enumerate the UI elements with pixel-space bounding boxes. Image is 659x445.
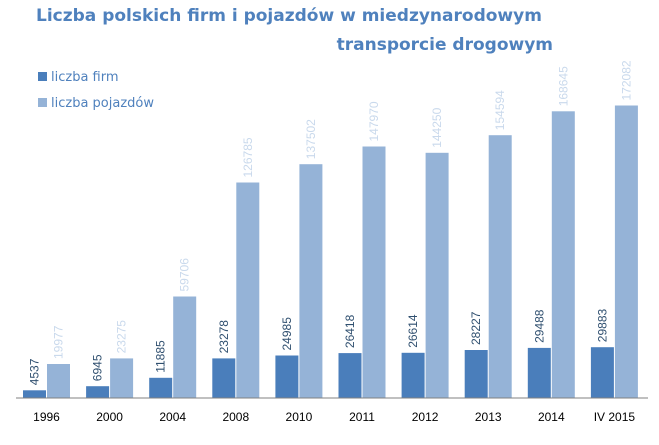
bar-pojazdy-9 <box>614 105 638 398</box>
legend-swatch-pojazdy <box>38 98 47 107</box>
data-label-pojazdy-7: 154594 <box>493 90 507 130</box>
bar-firmy-7 <box>464 350 488 398</box>
chart-title-line-2: transporcie drogowym <box>336 35 553 55</box>
bar-pojazdy-7 <box>488 135 512 398</box>
bar-pojazdy-2 <box>173 296 197 398</box>
x-tick-label-7: 2013 <box>475 410 502 424</box>
x-tick-label-2: 2004 <box>159 410 186 424</box>
data-label-pojazdy-3: 126785 <box>241 137 255 177</box>
x-tick-label-6: 2012 <box>412 410 439 424</box>
bar-firmy-5 <box>338 353 362 398</box>
bar-firmy-9 <box>590 347 614 398</box>
bar-firmy-8 <box>527 347 551 398</box>
x-tick-label-4: 2010 <box>286 410 313 424</box>
bar-pojazdy-5 <box>362 146 386 398</box>
data-label-firmy-3: 23278 <box>217 320 231 354</box>
x-tick-label-5: 2011 <box>349 410 375 424</box>
legend-label-firmy: liczba firm <box>51 70 119 85</box>
data-label-pojazdy-1: 23275 <box>115 320 129 354</box>
data-label-pojazdy-2: 59706 <box>178 258 192 292</box>
x-tick-label-1: 2000 <box>96 410 123 424</box>
bar-firmy-0 <box>23 390 46 398</box>
data-label-firmy-9: 29883 <box>595 309 609 343</box>
bar-pojazdy-6 <box>425 152 449 398</box>
bar-firmy-4 <box>275 355 299 398</box>
bar-pojazdy-1 <box>110 358 134 398</box>
data-label-firmy-5: 26418 <box>343 314 357 348</box>
x-tick-label-9: IV 2015 <box>594 410 636 424</box>
legend-item-firmy: liczba firm <box>38 70 119 85</box>
legend-item-pojazdy: liczba pojazdów <box>38 96 154 111</box>
bar-firmy-2 <box>149 377 173 398</box>
data-label-firmy-2: 11885 <box>154 340 168 373</box>
bar-firmy-6 <box>401 352 425 398</box>
data-label-pojazdy-8: 168645 <box>556 66 570 106</box>
data-label-firmy-6: 26614 <box>406 314 420 348</box>
x-tick-label-3: 2008 <box>222 410 249 424</box>
x-tick-label-0: 1996 <box>33 410 60 424</box>
bar-firmy-3 <box>212 358 236 398</box>
bar-pojazdy-0 <box>47 364 70 398</box>
legend-swatch-firmy <box>38 72 47 81</box>
data-label-pojazdy-9: 172082 <box>619 60 633 100</box>
data-label-firmy-7: 28227 <box>469 311 483 345</box>
bar-firmy-1 <box>86 386 110 398</box>
data-label-pojazdy-6: 144250 <box>430 107 444 147</box>
bar-pojazdy-8 <box>551 111 575 399</box>
chart-title-line-1: Liczba polskich firm i pojazdów w miedzy… <box>36 6 542 26</box>
x-tick-label-8: 2014 <box>538 410 565 424</box>
data-label-firmy-8: 29488 <box>532 309 546 343</box>
data-label-pojazdy-4: 137502 <box>304 119 318 159</box>
data-label-firmy-1: 6945 <box>91 354 105 381</box>
bar-pojazdy-3 <box>236 182 260 398</box>
legend-label-pojazdy: liczba pojazdów <box>51 96 154 111</box>
data-label-firmy-4: 24985 <box>280 317 294 351</box>
data-label-pojazdy-0: 19977 <box>52 325 66 359</box>
bar-pojazdy-4 <box>299 164 323 398</box>
data-label-firmy-0: 4537 <box>28 358 42 385</box>
data-label-pojazdy-5: 147970 <box>367 101 381 141</box>
